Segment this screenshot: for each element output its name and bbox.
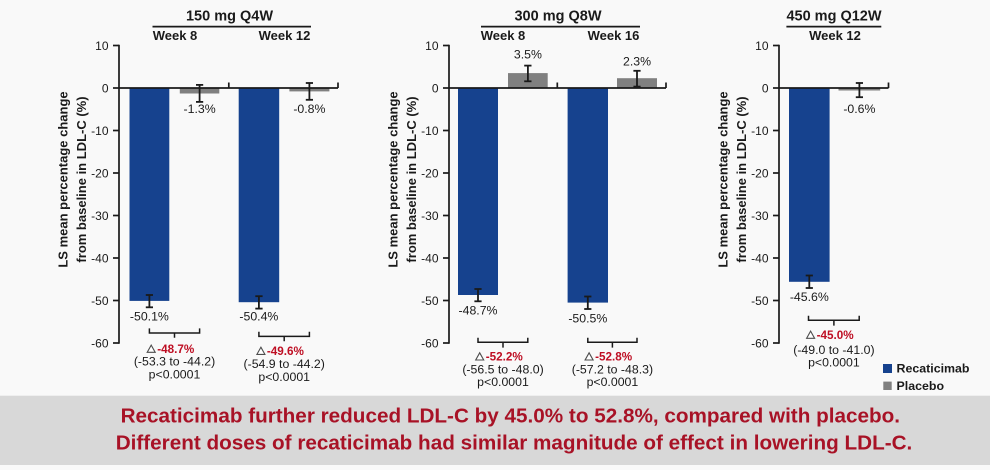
- svg-text:-10: -10: [751, 124, 769, 138]
- svg-text:3.5%: 3.5%: [514, 48, 542, 62]
- svg-text:from baseline in LDL-C (%): from baseline in LDL-C (%): [734, 96, 749, 262]
- svg-text:0: 0: [102, 81, 109, 95]
- svg-text:-0.6%: -0.6%: [843, 102, 875, 116]
- svg-text:(-53.3 to -44.2): (-53.3 to -44.2): [134, 355, 215, 369]
- svg-text:-50: -50: [91, 294, 109, 308]
- svg-text:LS mean percentage change: LS mean percentage change: [716, 91, 731, 267]
- svg-text:LS mean percentage change: LS mean percentage change: [56, 91, 71, 267]
- svg-text:-60: -60: [751, 336, 769, 350]
- svg-text:p<0.0001: p<0.0001: [587, 375, 639, 389]
- svg-text:150 mg Q4W: 150 mg Q4W: [186, 9, 273, 25]
- svg-text:-50: -50: [421, 294, 439, 308]
- svg-text:-48.7%: -48.7%: [157, 343, 195, 356]
- svg-text:-50.4%: -50.4%: [239, 310, 278, 324]
- svg-text:2.3%: 2.3%: [623, 55, 651, 69]
- svg-text:from baseline in LDL-C (%): from baseline in LDL-C (%): [74, 96, 89, 262]
- svg-text:p<0.0001: p<0.0001: [808, 356, 860, 370]
- svg-text:-30: -30: [91, 209, 109, 223]
- svg-text:-10: -10: [421, 124, 439, 138]
- svg-text:-45.6%: -45.6%: [790, 290, 829, 304]
- svg-text:Different doses of recaticimab: Different doses of recaticimab had simil…: [116, 432, 913, 455]
- svg-text:-20: -20: [421, 166, 439, 180]
- svg-text:(-49.0 to -41.0): (-49.0 to -41.0): [793, 343, 874, 357]
- svg-text:-1.3%: -1.3%: [184, 102, 216, 116]
- svg-text:-60: -60: [421, 336, 439, 350]
- svg-text:-40: -40: [91, 251, 109, 265]
- svg-text:-50.1%: -50.1%: [130, 309, 169, 323]
- svg-text:(-57.2 to -48.3): (-57.2 to -48.3): [572, 362, 653, 376]
- svg-text:(-56.5 to -48.0): (-56.5 to -48.0): [462, 362, 543, 376]
- svg-text:Placebo: Placebo: [897, 379, 945, 393]
- svg-text:p<0.0001: p<0.0001: [258, 370, 310, 384]
- svg-text:Week 12: Week 12: [259, 28, 311, 43]
- svg-text:-52.2%: -52.2%: [486, 351, 524, 364]
- svg-text:0: 0: [432, 81, 439, 95]
- svg-text:10: 10: [755, 39, 769, 53]
- svg-text:Week 16: Week 16: [588, 28, 640, 43]
- svg-text:450 mg Q12W: 450 mg Q12W: [786, 9, 881, 25]
- svg-text:-40: -40: [751, 251, 769, 265]
- svg-text:-0.8%: -0.8%: [293, 102, 325, 116]
- svg-text:300 mg Q8W: 300 mg Q8W: [514, 9, 601, 25]
- svg-text:0: 0: [762, 81, 769, 95]
- svg-text:-60: -60: [91, 336, 109, 350]
- svg-text:Week 8: Week 8: [153, 28, 198, 43]
- svg-text:-50.5%: -50.5%: [568, 311, 607, 325]
- svg-text:Week 12: Week 12: [809, 28, 861, 43]
- svg-text:-20: -20: [751, 166, 769, 180]
- svg-text:-30: -30: [421, 209, 439, 223]
- svg-text:p<0.0001: p<0.0001: [149, 368, 201, 382]
- svg-text:-10: -10: [91, 124, 109, 138]
- svg-text:-48.7%: -48.7%: [459, 304, 498, 318]
- svg-text:-50: -50: [751, 294, 769, 308]
- svg-text:10: 10: [95, 39, 109, 53]
- svg-text:Week 8: Week 8: [481, 28, 526, 43]
- svg-text:-49.6%: -49.6%: [267, 345, 305, 358]
- svg-text:-45.0%: -45.0%: [817, 329, 855, 342]
- svg-text:(-54.9 to -44.2): (-54.9 to -44.2): [244, 357, 325, 371]
- svg-text:p<0.0001: p<0.0001: [477, 375, 529, 389]
- svg-text:Recaticimab: Recaticimab: [897, 362, 970, 376]
- svg-text:Recaticimab further reduced LD: Recaticimab further reduced LDL-C by 45.…: [121, 404, 900, 427]
- svg-text:-40: -40: [421, 251, 439, 265]
- svg-text:-20: -20: [91, 166, 109, 180]
- svg-text:10: 10: [425, 39, 439, 53]
- svg-text:from baseline in LDL-C (%): from baseline in LDL-C (%): [404, 96, 419, 262]
- svg-text:-52.8%: -52.8%: [595, 351, 633, 364]
- svg-text:LS mean percentage change: LS mean percentage change: [386, 91, 401, 267]
- svg-text:-30: -30: [751, 209, 769, 223]
